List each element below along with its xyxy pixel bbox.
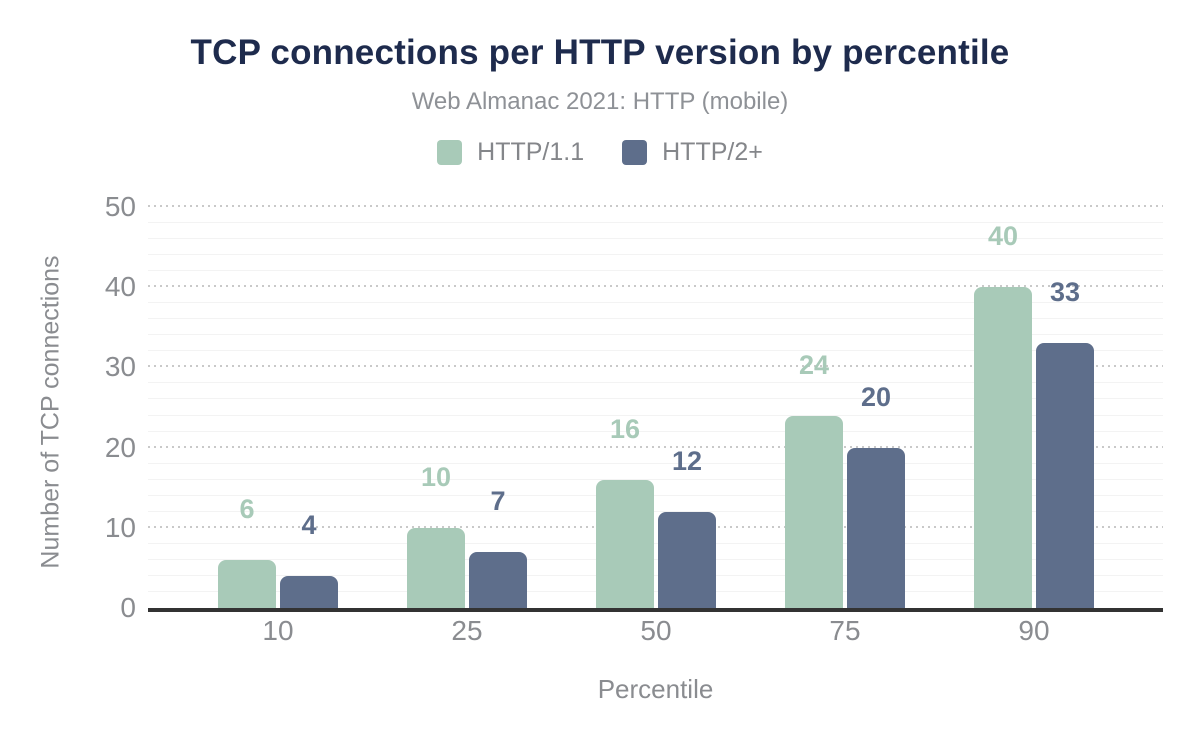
y-tick-label: 30 [104,351,136,383]
value-label: 7 [490,485,506,516]
legend-label-http11: HTTP/1.1 [477,138,585,166]
value-label: 40 [987,221,1019,252]
legend-swatch-http2-icon [622,140,648,165]
minor-gridline [148,270,1163,272]
value-label: 12 [671,445,703,476]
y-tick-label: 0 [120,592,136,623]
value-label: 6 [239,493,255,524]
bar-http2-p50[interactable] [658,511,716,608]
legend-item-http2: HTTP/2+ [622,138,763,167]
value-label: 10 [420,461,452,492]
chart-title: TCP connections per HTTP version by perc… [190,33,1010,72]
bar-http11-p10[interactable] [218,559,276,608]
x-tick-label: 10 [262,615,294,646]
bar-http11-p50[interactable] [596,479,654,608]
bar-http2-p90[interactable] [1036,343,1094,608]
bar-http11-p75[interactable] [785,415,843,608]
bar-http2-p75[interactable] [847,447,905,608]
y-axis-title: Number of TCP connections [36,255,65,569]
x-axis-line [148,608,1163,612]
y-tick-label: 10 [104,511,136,543]
major-gridline [148,205,1163,207]
legend-label-http2: HTTP/2+ [662,138,763,166]
legend-item-http11: HTTP/1.1 [437,138,584,167]
legend: HTTP/1.1 HTTP/2+ [0,138,1200,167]
y-tick-label: 20 [104,431,136,463]
bar-http11-p90[interactable] [974,287,1032,608]
plot-area: 0 10 20 30 40 50 6 4 10 10 7 25 16 12 50 24 20 75 40 33 90 [105,193,1163,645]
y-tick-label: 40 [104,271,136,303]
bar-http2-p25[interactable] [469,551,527,608]
legend-swatch-http11-icon [437,140,463,165]
minor-gridline [148,238,1163,240]
x-tick-label: 25 [451,615,483,646]
value-label: 20 [860,381,892,412]
bar-http2-p10[interactable] [280,575,338,608]
chart-subtitle: Web Almanac 2021: HTTP (mobile) [411,88,789,115]
x-tick-label: 75 [829,615,861,646]
x-tick-label: 50 [640,615,672,646]
value-label: 24 [798,349,830,380]
value-label: 16 [609,413,641,444]
y-tick-label: 50 [104,191,136,222]
value-label: 4 [301,509,317,540]
x-axis-title: Percentile [597,674,714,704]
minor-gridline [148,222,1163,224]
x-tick-label: 90 [1018,615,1050,646]
minor-gridline [148,254,1163,256]
bar-http11-p25[interactable] [407,527,465,608]
